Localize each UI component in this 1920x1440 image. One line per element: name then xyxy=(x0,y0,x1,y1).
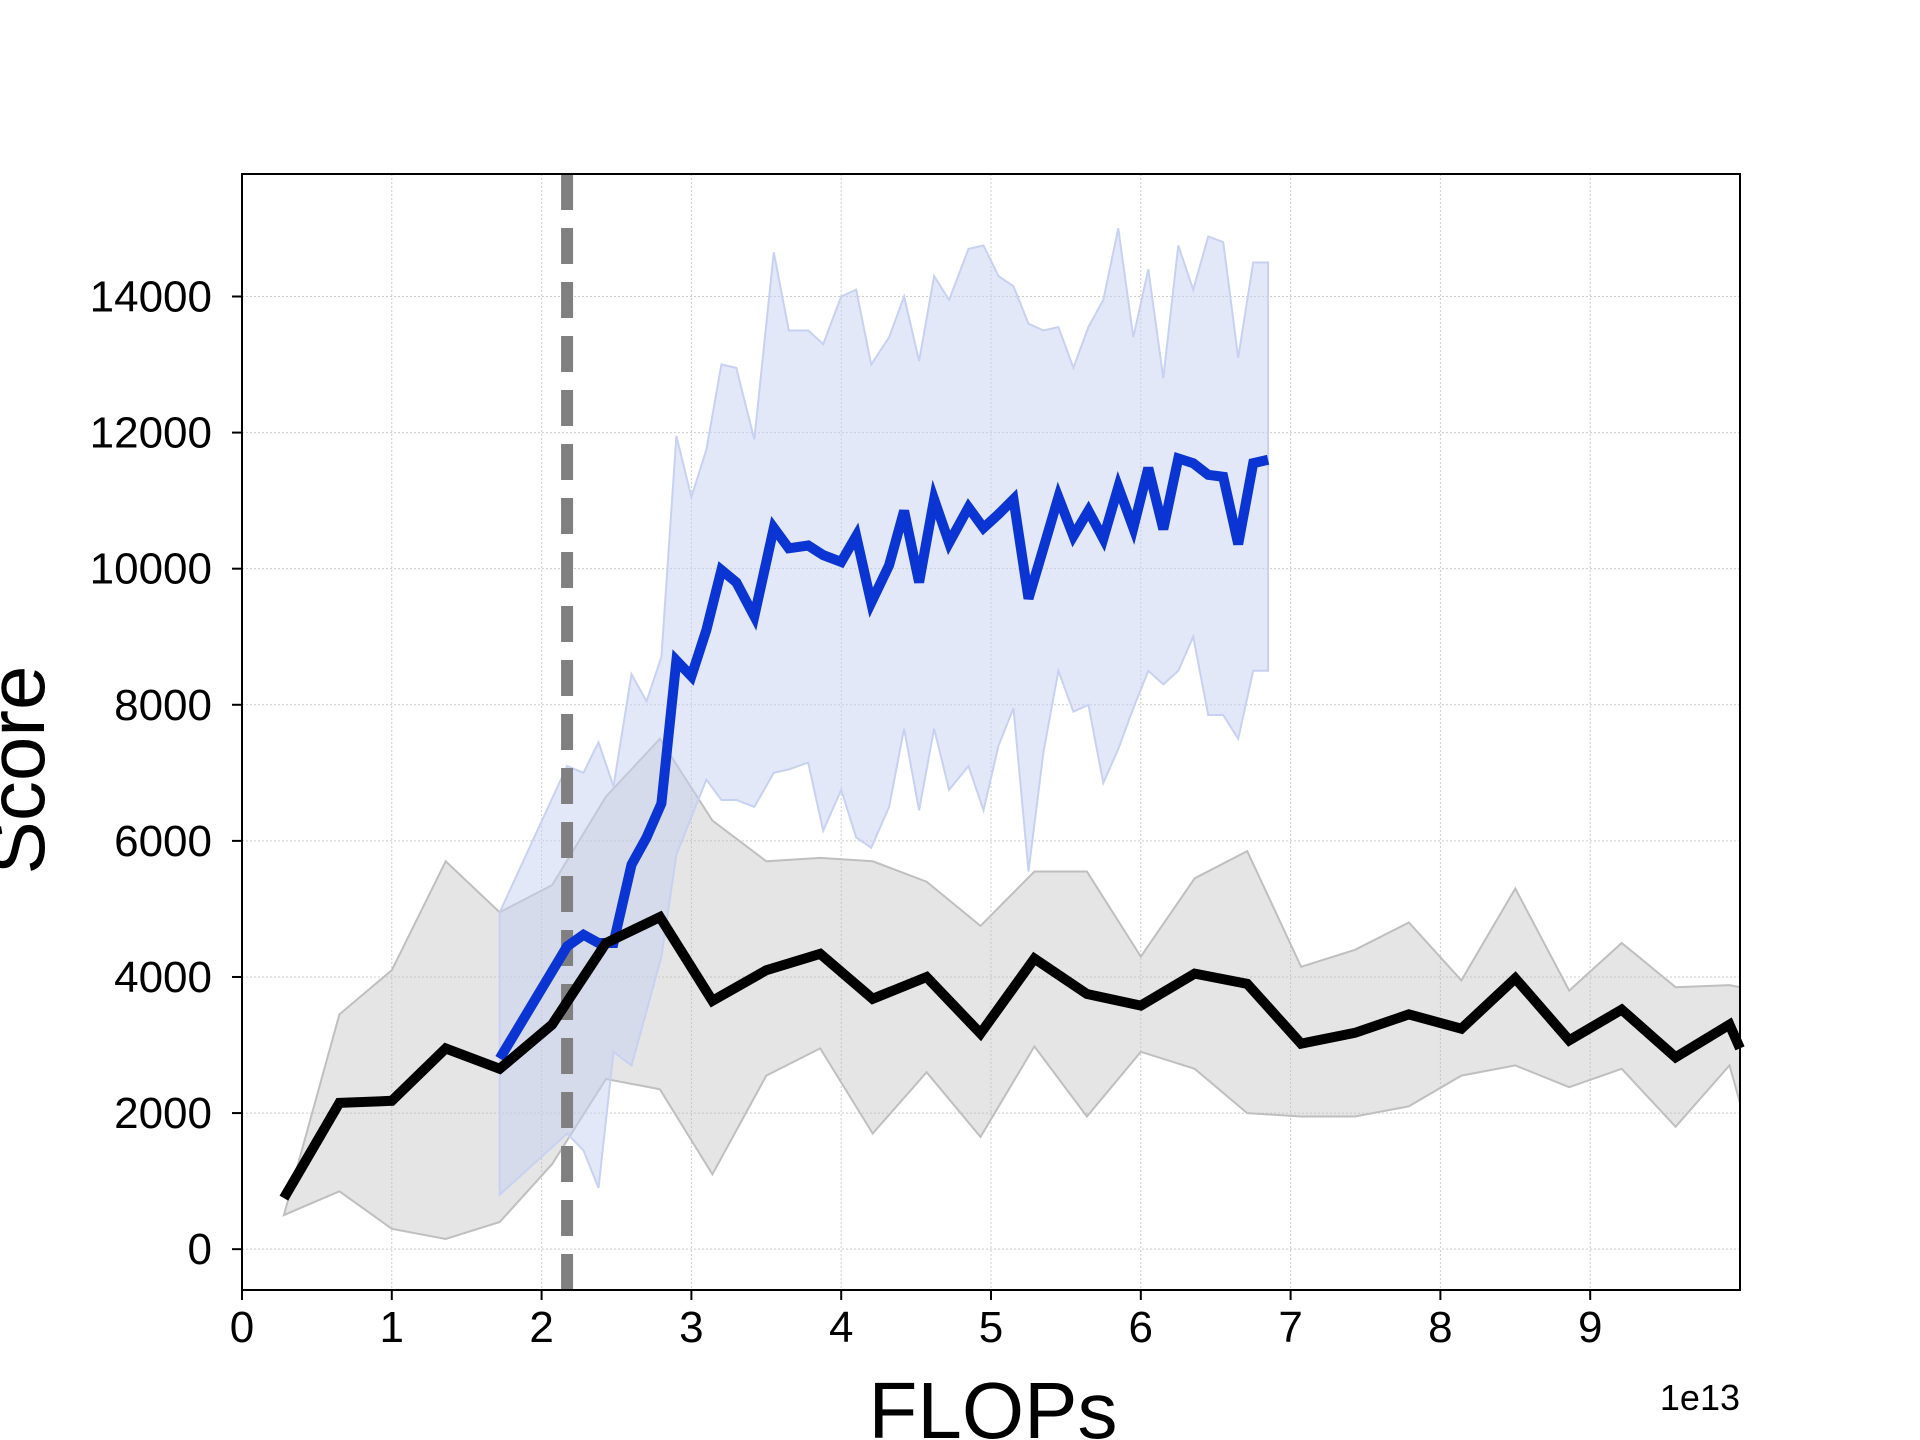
y-axis-title: Score xyxy=(0,666,61,875)
line-series-2 xyxy=(279,910,1745,1201)
x-tick-label: 9 xyxy=(1578,1303,1602,1352)
y-tick-label: 12000 xyxy=(90,409,212,458)
x-tick-label: 1 xyxy=(380,1303,404,1352)
x-tick-label: 5 xyxy=(979,1303,1003,1352)
y-tick-label: 14000 xyxy=(90,272,212,321)
axis-ticks: 0 1 2 3 4 5 6 7 8 9 0 2000 4000 6000 8000 10000 12000 140… xyxy=(90,272,1603,1352)
y-tick-label: 4000 xyxy=(114,953,212,1002)
y-tick-label: 0 xyxy=(188,1225,212,1274)
x-axis-title: FLOPs xyxy=(869,1366,1118,1440)
x-tick-label: 6 xyxy=(1129,1303,1153,1352)
x-offset-label: 1e13 xyxy=(1660,1377,1740,1418)
y-tick-label: 8000 xyxy=(114,681,212,730)
x-tick-label: 0 xyxy=(230,1303,254,1352)
line-series-1 xyxy=(495,451,1270,1062)
x-tick-label: 4 xyxy=(829,1303,853,1352)
confidence-bands xyxy=(282,228,1741,1241)
y-tick-label: 2000 xyxy=(114,1089,212,1138)
x-tick-label: 3 xyxy=(679,1303,703,1352)
y-tick-label: 10000 xyxy=(90,545,212,594)
band-series-1 xyxy=(498,228,1270,1197)
x-tick-label: 2 xyxy=(529,1303,553,1352)
x-tick-label: 7 xyxy=(1278,1303,1302,1352)
series-lines xyxy=(279,451,1745,1201)
x-tick-label: 8 xyxy=(1428,1303,1452,1352)
y-tick-label: 6000 xyxy=(114,817,212,866)
